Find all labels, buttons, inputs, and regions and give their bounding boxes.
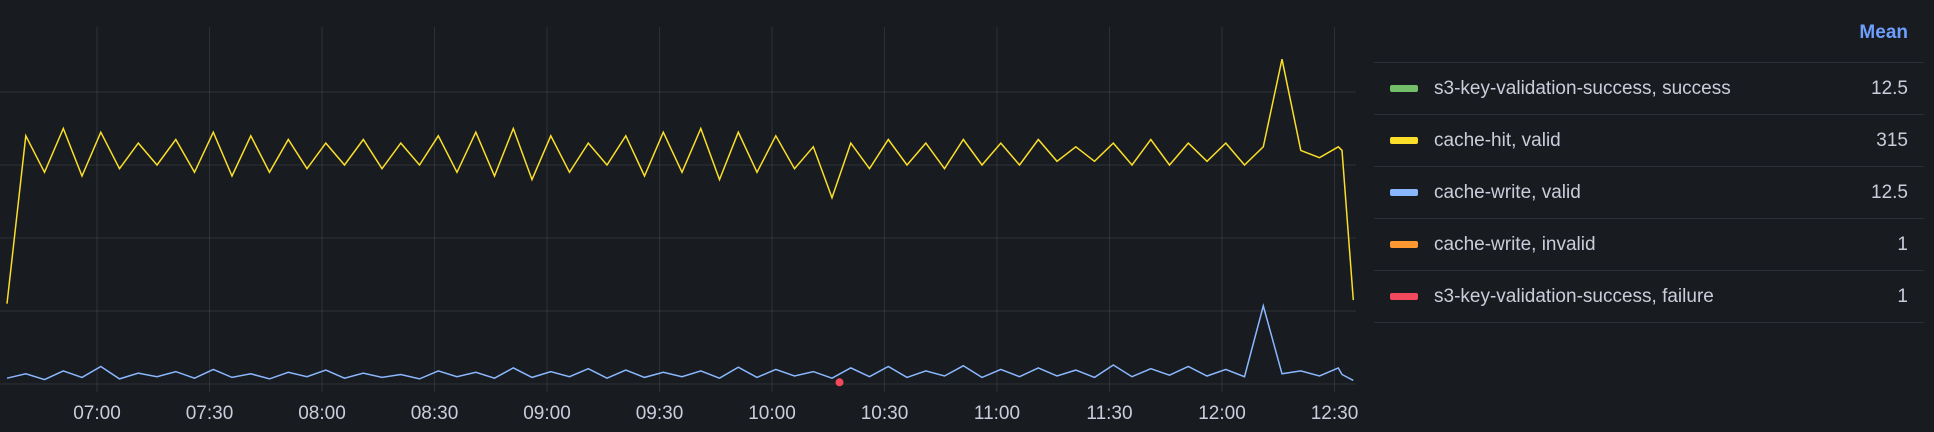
series-name: cache-hit, valid — [1434, 129, 1561, 151]
series-color-swatch — [1390, 293, 1418, 300]
legend-item[interactable]: cache-write, invalid 1 — [1374, 218, 1924, 270]
series-color-swatch — [1390, 189, 1418, 196]
series-mean: 12.5 — [1871, 181, 1908, 203]
x-tick-label: 09:30 — [636, 403, 684, 424]
x-tick-label: 11:30 — [1086, 403, 1132, 424]
legend-item[interactable]: s3-key-validation-success, failure 1 — [1374, 270, 1924, 323]
x-tick-label: 09:00 — [523, 403, 571, 424]
x-tick-label: 08:30 — [411, 403, 459, 424]
series-mean: 315 — [1876, 129, 1908, 151]
x-tick-label: 12:00 — [1198, 403, 1246, 424]
series-name: s3-key-validation-success, failure — [1434, 285, 1714, 307]
x-tick-label: 11:00 — [974, 403, 1020, 424]
series-line-cache-hit-valid — [6, 59, 1355, 304]
series-name: s3-key-validation-success, success — [1434, 77, 1731, 99]
legend-item[interactable]: cache-hit, valid 315 — [1374, 114, 1924, 166]
series-color-swatch — [1390, 241, 1418, 248]
x-tick-label: 08:00 — [298, 403, 346, 424]
mean-column-header[interactable]: Mean — [1859, 22, 1908, 43]
series-color-swatch — [1390, 85, 1418, 92]
series-mean: 1 — [1897, 285, 1908, 307]
x-tick-label: 07:30 — [186, 403, 234, 424]
x-tick-label: 10:30 — [861, 403, 909, 424]
x-tick-label: 12:30 — [1311, 403, 1359, 424]
time-series-chart: 07:00 07:30 08:00 08:30 09:00 09:30 10:00 10:30… — [0, 27, 1359, 424]
series-line-cache-write-valid — [6, 303, 1354, 382]
legend-item[interactable]: cache-write, valid 12.5 — [1374, 166, 1924, 218]
x-tick-label: 10:00 — [748, 403, 796, 424]
series-name: cache-write, valid — [1434, 181, 1581, 203]
series-mean: 1 — [1897, 233, 1908, 255]
series-color-swatch — [1390, 137, 1418, 144]
series-name: cache-write, invalid — [1434, 233, 1596, 255]
x-tick-label: 07:00 — [73, 403, 121, 424]
legend: Mean s3-key-validation-success, success 1… — [1374, 0, 1924, 323]
legend-item[interactable]: s3-key-validation-success, success 12.5 — [1374, 62, 1924, 114]
data-point — [835, 378, 844, 387]
series-mean: 12.5 — [1871, 77, 1908, 99]
